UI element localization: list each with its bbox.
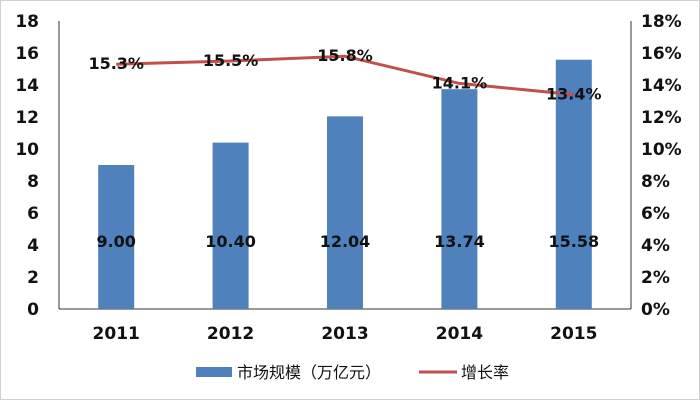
left-tick-label: 10 [15,140,39,160]
left-tick-label: 6 [27,204,39,224]
legend-label-bar: 市场规模（万亿元） [237,363,381,382]
right-tick-label: 18% [641,12,682,32]
left-tick-label: 8 [27,172,39,192]
line-data-label: 13.4% [546,85,602,104]
bar-data-label: 13.74 [434,232,485,251]
right-tick-label: 8% [641,172,670,192]
right-tick-label: 14% [641,76,682,96]
x-tick-label: 2014 [436,324,483,344]
line-data-label: 15.5% [203,51,259,70]
right-tick-label: 16% [641,44,682,64]
bar [98,165,135,309]
x-tick-label: 2015 [550,324,597,344]
legend-label-line: 增长率 [461,363,509,382]
left-tick-label: 14 [15,76,39,96]
line-data-label: 14.1% [432,73,488,92]
left-tick-label: 16 [15,44,39,64]
right-tick-label: 12% [641,108,682,128]
bar-data-label: 12.04 [320,232,371,251]
bar [212,142,249,309]
bar [441,89,478,309]
bar [327,116,363,309]
left-tick-label: 0 [27,300,39,320]
x-tick-label: 2012 [207,324,254,344]
left-tick-label: 12 [15,108,39,128]
bar-data-label: 10.40 [205,232,256,251]
left-tick-label: 2 [27,268,39,288]
bar-data-label: 15.58 [548,232,599,251]
right-tick-label: 0% [641,300,670,320]
right-tick-label: 2% [641,268,670,288]
left-tick-label: 18 [15,12,39,32]
right-tick-label: 4% [641,236,670,256]
x-tick-label: 2011 [93,324,140,344]
line-data-label: 15.8% [317,46,373,65]
right-tick-label: 10% [641,140,682,160]
line-data-label: 15.3% [88,54,144,73]
right-tick-label: 6% [641,204,670,224]
bar [555,59,592,309]
bar-data-label: 9.00 [96,232,135,251]
x-tick-label: 2013 [321,324,368,344]
legend-swatch-bar [196,367,232,377]
left-tick-label: 4 [27,236,39,256]
